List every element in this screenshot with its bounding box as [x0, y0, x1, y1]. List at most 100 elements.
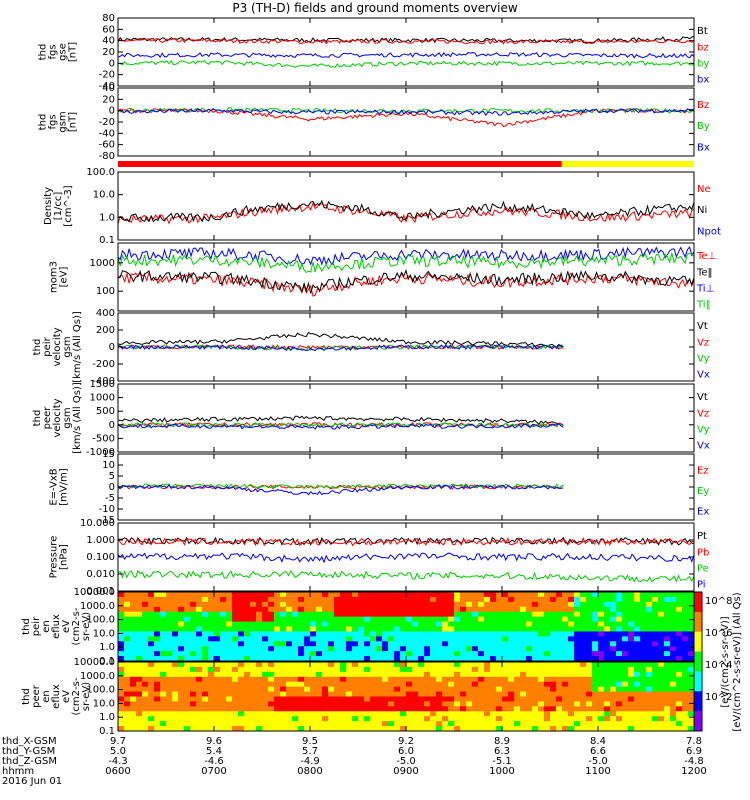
heatmap-cell	[538, 601, 545, 608]
y-tick-label: 0.100	[86, 552, 115, 563]
heatmap-cell	[652, 601, 659, 608]
heatmap-cell	[454, 706, 461, 712]
heatmap-cell	[130, 616, 137, 623]
heatmap-cell	[688, 641, 695, 647]
heatmap-cell	[586, 686, 593, 693]
heatmap-cell	[334, 681, 341, 688]
heatmap-cell	[604, 701, 611, 707]
heatmap-cell	[130, 726, 137, 732]
heatmap-cell	[646, 726, 653, 732]
heatmap-cell	[484, 606, 491, 613]
heatmap-cell	[442, 721, 449, 727]
heatmap-cell	[238, 691, 245, 697]
heatmap-cell	[688, 631, 695, 637]
x-axis-value: -4.3	[108, 756, 128, 767]
heatmap-cell	[532, 686, 539, 693]
heatmap-cell	[238, 681, 245, 688]
heatmap-cell	[346, 616, 353, 623]
heatmap-cell	[490, 611, 497, 618]
heatmap-cell	[466, 656, 473, 662]
heatmap-cell	[310, 651, 317, 657]
heatmap-cell	[370, 626, 377, 632]
heatmap-cell	[400, 611, 407, 618]
heatmap-cell	[550, 601, 557, 608]
heatmap-cell	[616, 601, 623, 608]
heatmap-cell	[232, 601, 239, 608]
heatmap-cell	[352, 621, 359, 627]
heatmap-cell	[328, 706, 335, 712]
heatmap-cell	[610, 666, 617, 673]
heatmap-cell	[268, 592, 275, 598]
heatmap-cell	[298, 641, 305, 647]
heatmap-cell	[424, 686, 431, 693]
heatmap-cell	[334, 691, 341, 697]
heatmap-cell	[538, 671, 545, 678]
x-axis-value: 6.0	[398, 746, 414, 757]
heatmap-cell	[550, 681, 557, 688]
heatmap-cell	[688, 676, 695, 683]
heatmap-cell	[136, 706, 143, 712]
heatmap-cell	[670, 666, 677, 673]
y-tick-label: -15	[99, 515, 115, 526]
heatmap-cell	[424, 611, 431, 618]
heatmap-cell	[478, 621, 485, 627]
heatmap-cell	[292, 606, 299, 613]
heatmap-cell	[298, 716, 305, 722]
heatmap-cell	[562, 641, 569, 647]
heatmap-cell	[370, 706, 377, 712]
heatmap-cell	[436, 596, 443, 603]
heatmap-cell	[544, 631, 551, 637]
heatmap-cell	[646, 711, 653, 717]
heatmap-cell	[418, 646, 425, 652]
heatmap-cell	[292, 611, 299, 618]
heatmap-cell	[640, 626, 647, 632]
heatmap-cell	[184, 676, 191, 683]
heatmap-cell	[424, 606, 431, 613]
heatmap-cell	[538, 656, 545, 662]
heatmap-cell	[550, 611, 557, 618]
heatmap-cell	[550, 592, 557, 598]
heatmap-cell	[412, 662, 419, 668]
heatmap-cell	[454, 641, 461, 647]
heatmap-cell	[316, 592, 323, 598]
heatmap-cell	[322, 601, 329, 608]
status-bar-red	[118, 161, 562, 167]
heatmap-cell	[508, 711, 515, 717]
heatmap-cell	[388, 651, 395, 657]
heatmap-cell	[496, 616, 503, 623]
heatmap-cell	[322, 611, 329, 618]
heatmap-cell	[496, 626, 503, 632]
heatmap-cell	[682, 601, 689, 608]
heatmap-cell	[628, 666, 635, 673]
heatmap-cell	[448, 706, 455, 712]
heatmap-cell	[394, 716, 401, 722]
heatmap-cell	[574, 701, 581, 707]
heatmap-cell	[196, 646, 203, 652]
heatmap-cell	[118, 606, 125, 613]
heatmap-cell	[256, 656, 263, 662]
heatmap-cell	[634, 631, 641, 637]
heatmap-cell	[172, 676, 179, 683]
heatmap-cell	[136, 686, 143, 693]
heatmap-cell	[220, 662, 227, 668]
heatmap-cell	[334, 696, 341, 702]
heatmap-cell	[466, 621, 473, 627]
heatmap-cell	[496, 662, 503, 668]
heatmap-cell	[298, 656, 305, 662]
heatmap-cell	[628, 716, 635, 722]
heatmap-cell	[160, 726, 167, 732]
heatmap-cell	[442, 716, 449, 722]
heatmap-cell	[370, 616, 377, 623]
heatmap-cell	[142, 691, 149, 697]
heatmap-cell	[592, 641, 599, 647]
heatmap-cell	[388, 691, 395, 697]
heatmap-cell	[136, 641, 143, 647]
heatmap-cell	[646, 651, 653, 657]
heatmap-cell	[598, 711, 605, 717]
heatmap-cell	[628, 656, 635, 662]
heatmap-cell	[442, 626, 449, 632]
heatmap-cell	[250, 606, 257, 613]
heatmap-cell	[406, 676, 413, 683]
heatmap-cell	[538, 662, 545, 668]
heatmap-cell	[196, 656, 203, 662]
